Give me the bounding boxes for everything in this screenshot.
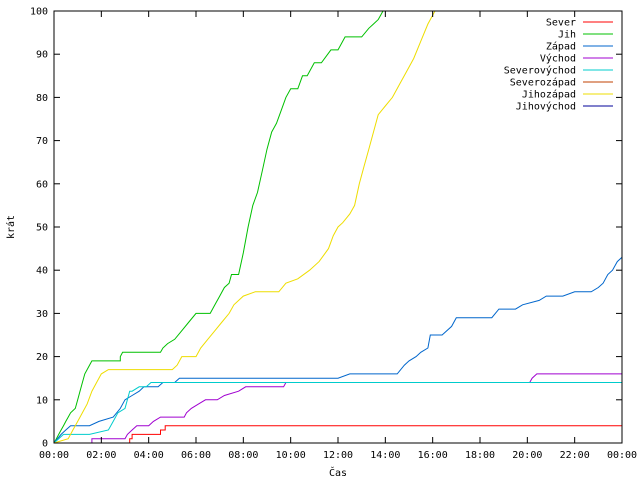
legend-label: Jihozápad xyxy=(522,89,576,101)
x-tick-label: 22:00 xyxy=(560,450,590,461)
x-tick-label: 02:00 xyxy=(86,450,116,461)
legend-label: Jih xyxy=(558,30,576,41)
x-tick-label: 00:00 xyxy=(607,450,637,461)
y-tick-label: 30 xyxy=(36,309,48,320)
legend-label: Severovýchod xyxy=(504,65,576,77)
x-tick-label: 16:00 xyxy=(418,450,448,461)
y-tick-label: 50 xyxy=(36,223,48,234)
series-line-jih xyxy=(53,10,622,444)
y-tick-label: 70 xyxy=(36,136,48,147)
legend-label: Severozápad xyxy=(510,77,576,89)
y-axis-label: krát xyxy=(5,215,17,239)
y-tick-label: 20 xyxy=(36,352,48,363)
y-tick-label: 100 xyxy=(30,7,48,18)
y-tick-label: 10 xyxy=(36,395,48,406)
x-tick-label: 04:00 xyxy=(134,450,164,461)
x-axis-label: Čas xyxy=(329,466,347,479)
series-line-jihozápad xyxy=(53,10,622,444)
x-tick-label: 12:00 xyxy=(323,450,353,461)
y-tick-label: 40 xyxy=(36,266,48,277)
series-line-sever xyxy=(54,425,622,444)
legend-label: Jihovýchod xyxy=(516,101,576,113)
x-tick-label: 18:00 xyxy=(465,450,495,461)
x-tick-label: 08:00 xyxy=(228,450,258,461)
y-axis: 0 10 20 30 40 50 60 70 80 90 100 xyxy=(30,7,622,450)
x-axis: 00:00 02:00 04:00 06:00 08:00 10:00 12:00 14:00… xyxy=(39,11,637,461)
series-line-západ xyxy=(53,256,623,444)
x-tick-label: 00:00 xyxy=(39,450,69,461)
y-tick-label: 90 xyxy=(36,50,48,61)
x-tick-label: 10:00 xyxy=(276,450,306,461)
x-tick-label: 14:00 xyxy=(370,450,400,461)
legend-label: Sever xyxy=(546,18,576,29)
y-tick-label: 80 xyxy=(36,93,48,104)
x-tick-label: 06:00 xyxy=(181,450,211,461)
x-tick-label: 20:00 xyxy=(512,450,542,461)
legend-label: Západ xyxy=(546,41,576,53)
series-line-východ xyxy=(54,373,622,444)
y-tick-label: 60 xyxy=(36,179,48,190)
y-tick-label: 0 xyxy=(42,439,48,450)
legend-label: Východ xyxy=(540,53,576,65)
legend: SeverJihZápadVýchodSeverovýchodSeverozáp… xyxy=(504,18,613,113)
series-line-severovýchod xyxy=(53,382,622,444)
